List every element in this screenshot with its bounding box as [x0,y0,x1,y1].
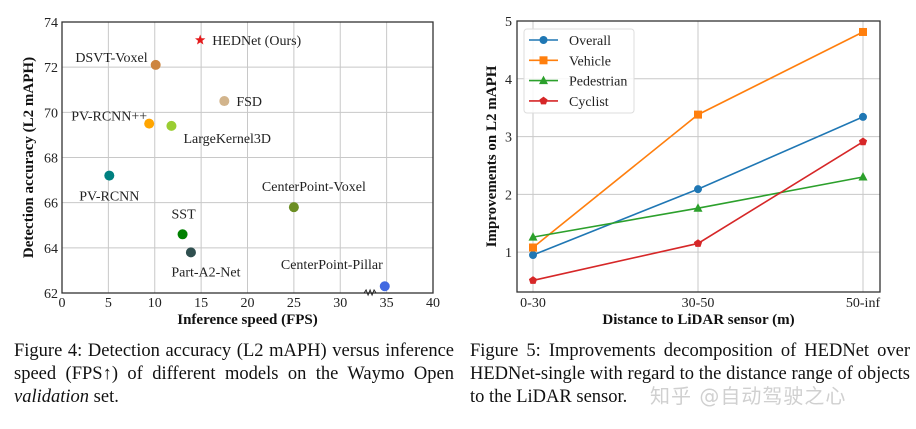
data-point [177,229,188,240]
x-tick-label: 30-50 [682,296,715,311]
point-label: SST [172,207,197,222]
watermark: 知乎 @自动驾驶之心 [650,384,847,408]
y-tick-label: 70 [44,106,58,121]
point-label: HEDNet (Ours) [212,34,301,49]
y-tick-label: 64 [44,242,58,257]
data-point [219,96,230,107]
y-tick-label: 74 [44,16,58,31]
data-point-vehicle [529,243,537,252]
legend-marker [539,75,548,85]
data-point-star [195,34,206,45]
data-point-vehicle [859,27,867,36]
data-point [104,170,115,181]
y-tick-label: 2 [505,188,512,203]
y-tick-label: 4 [505,73,512,88]
x-tick-label: 25 [287,296,301,311]
point-label: PV-RCNN++ [71,110,147,125]
x-tick-label: 35 [380,296,394,311]
figure-5-caption: Figure 5: Improvements decomposition of … [470,341,910,407]
data-point-overall [529,251,537,260]
x-tick-label: 5 [105,296,112,311]
x-tick-label: 50-inf [846,296,881,311]
legend-label: Pedestrian [569,75,627,90]
data-point [150,59,161,70]
y-axis-label: Detection accuracy (L2 mAPH) [21,57,37,258]
scatter-chart-accuracy-vs-speed: 0 5 10 15 20 25 30 35 40 62 64 66 68 70 72 74 Inference … [21,16,440,328]
point-label: FSD [236,95,262,110]
data-point-overall [859,112,867,121]
x-tick-label: 15 [194,296,208,311]
x-tick-label: 0-30 [520,296,546,311]
legend-marker [539,36,548,44]
point-label: PV-RCNN [79,190,139,205]
caption-text: set. [89,387,119,407]
y-tick-label: 3 [505,131,512,146]
x-tick-label: 0 [59,296,66,311]
x-tick-label: 40 [426,296,440,311]
point-label: CenterPoint-Pillar [281,258,383,273]
data-point-overall [694,185,702,194]
caption-text: Figure 4: Detection accuracy (L2 mAPH) v… [14,341,454,384]
data-point [166,120,177,131]
line-chart-improvements-by-distance: 0-30 30-50 50-inf 1 2 3 4 5 Distance to LiDAR se… [484,15,881,328]
data-point [185,247,196,258]
legend-marker [539,96,548,105]
data-point [144,118,155,129]
data-point-pedestrian [693,203,703,212]
y-tick-label: 5 [505,15,512,30]
data-point [288,202,299,213]
x-tick-label: 30 [333,296,347,311]
x-axis-label: Distance to LiDAR sensor (m) [602,312,794,328]
figure-4-caption: Figure 4: Detection accuracy (L2 mAPH) v… [14,340,454,409]
legend-label: Overall [569,34,611,49]
legend-label: Vehicle [569,54,611,69]
legend-box [523,28,635,114]
x-tick-label: 10 [148,296,162,311]
point-label: Part-A2-Net [171,265,240,280]
point-label: DSVT-Voxel [75,51,147,66]
y-tick-label: 68 [44,152,58,167]
y-tick-label: 66 [44,197,58,212]
x-axis-label: Inference speed (FPS) [177,312,318,328]
x-tick-label: 20 [241,296,255,311]
plot-frame [516,20,881,293]
point-label: CenterPoint-Voxel [262,180,366,195]
y-tick-label: 72 [44,61,58,76]
data-point-pedestrian [528,232,538,241]
caption-italic: validation [14,387,90,407]
y-tick-label: 1 [505,246,512,261]
plot-frame [61,21,434,294]
legend-label: Cyclist [569,95,609,110]
data-point-pedestrian [858,172,868,181]
data-point-cyclist [528,276,538,284]
point-label: LargeKernel3D [183,132,271,147]
data-point [379,281,390,292]
legend-marker [539,56,548,65]
axis-break-mark [363,288,377,297]
data-point-cyclist [693,239,703,247]
data-point-vehicle [694,110,702,119]
y-tick-label: 62 [44,287,58,302]
data-point-cyclist [858,137,868,146]
y-axis-label: Improvements on L2 mAPH [484,65,500,247]
